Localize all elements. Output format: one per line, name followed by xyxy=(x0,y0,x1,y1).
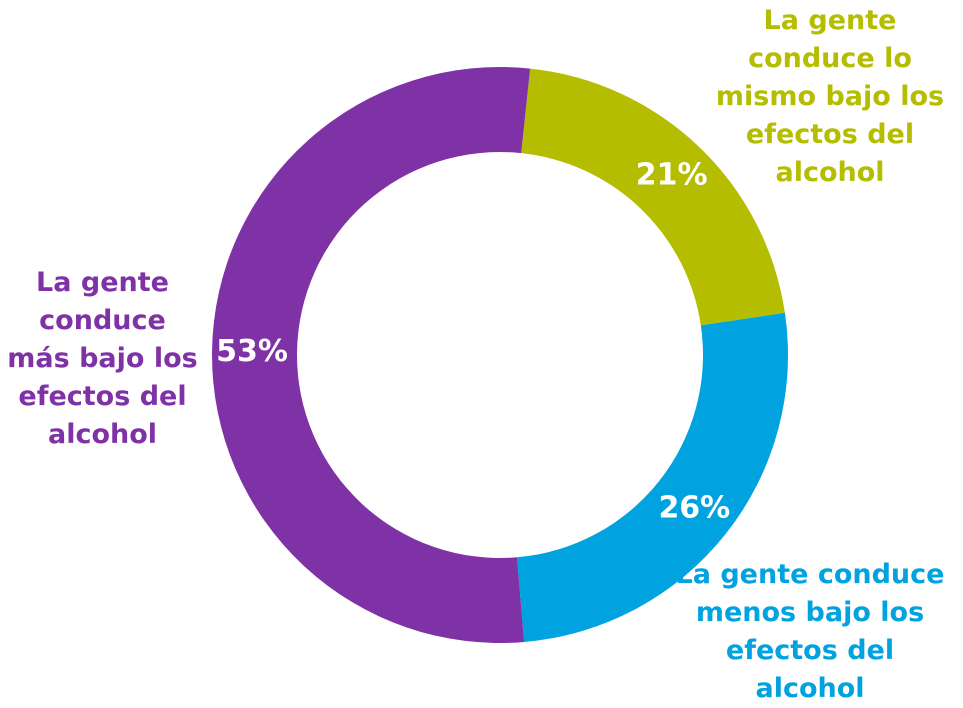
category-label: La gente conduce más bajo los efectos de… xyxy=(7,267,198,450)
category-label: La gente conduce lo mismo bajo los efect… xyxy=(715,5,945,188)
category-label: La gente conduce menos bajo los efectos … xyxy=(675,559,945,704)
value-label: 26% xyxy=(658,491,730,526)
donut-segment xyxy=(521,68,785,326)
value-label: 21% xyxy=(636,158,708,193)
donut-segment xyxy=(516,312,788,642)
donut-segment xyxy=(211,67,531,643)
value-label: 53% xyxy=(216,334,288,369)
